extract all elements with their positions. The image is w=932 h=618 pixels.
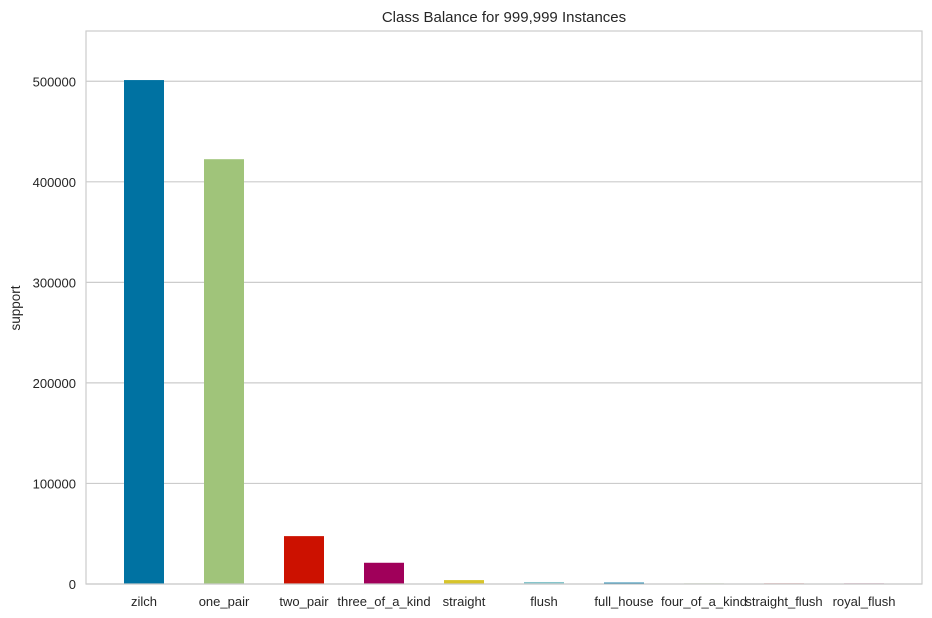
x-tick-label: full_house — [594, 594, 653, 609]
x-tick-label: three_of_a_kind — [337, 594, 430, 609]
bars — [124, 80, 884, 585]
x-tick-label: two_pair — [279, 594, 329, 609]
y-tick-label: 300000 — [33, 275, 76, 290]
bar-one_pair — [204, 159, 244, 585]
bar-full_house — [604, 582, 644, 584]
x-tick-label: flush — [530, 594, 557, 609]
x-tick-labels: zilch one_pair two_pair three_of_a_kind stra… — [131, 594, 895, 609]
y-tick-labels: 0 100000 200000 300000 400000 500000 — [33, 74, 76, 592]
plot-frame — [85, 30, 923, 585]
x-tick-label: royal_flush — [833, 594, 896, 609]
y-tick-label: 500000 — [33, 74, 76, 89]
y-axis-title: support — [8, 285, 23, 330]
y-tick-label: 0 — [69, 577, 76, 592]
bar-zilch — [124, 80, 164, 584]
y-tick-label: 100000 — [33, 476, 76, 491]
x-tick-label: straight_flush — [745, 594, 822, 609]
y-tick-label: 400000 — [33, 175, 76, 190]
bar-flush — [524, 581, 564, 584]
bar-straight — [444, 580, 484, 584]
bar-two_pair — [284, 536, 324, 584]
chart-title: Class Balance for 999,999 Instances — [382, 9, 626, 26]
x-tick-label: straight — [443, 594, 486, 609]
x-tick-label: four_of_a_kind — [661, 594, 747, 609]
x-tick-label: one_pair — [199, 594, 250, 609]
x-tick-label: zilch — [131, 594, 157, 609]
y-tick-label: 200000 — [33, 376, 76, 391]
bar-three_of_a_kind — [364, 562, 404, 584]
